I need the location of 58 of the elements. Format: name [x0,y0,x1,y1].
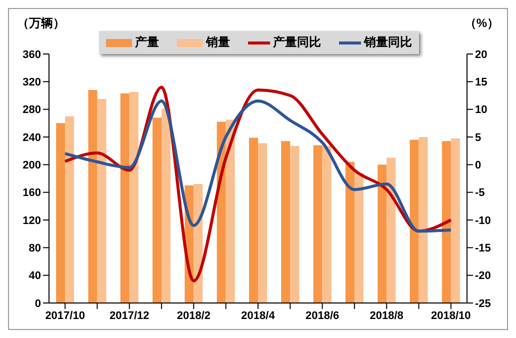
bar [354,172,364,303]
bar [290,146,300,303]
x-tick-label: 2017/12 [110,310,150,322]
y-tick-label: 120 [22,214,41,227]
bar [194,184,203,303]
legend-label: 销量同比 [362,34,412,51]
bar [450,138,460,303]
y-tick-label: 280 [22,104,41,116]
bar [418,137,428,303]
bar [322,146,332,303]
x-tick-label: 2018/10 [431,310,471,322]
y2-tick-label: 10 [475,104,488,116]
y-axis-title: （万辆） [17,15,65,32]
y2-tick-label: -15 [475,242,491,255]
x-tick-label: 2018/8 [370,310,404,322]
bar [386,158,396,303]
y-tick-label: 80 [28,242,41,255]
bar [345,162,354,303]
bar [248,138,258,303]
y-tick-label: 320 [22,76,41,89]
y2-tick-label: -5 [475,187,485,200]
y2-tick-label: -25 [475,298,491,310]
x-tick-label: 2018/6 [305,310,340,322]
bar [152,118,162,303]
bar [226,120,235,303]
bar [258,143,267,303]
legend-label: 销量 [204,34,230,51]
y2-tick-label: 0 [475,160,482,172]
y2-tick-label: 5 [475,132,482,144]
bar [378,164,387,303]
bar [65,116,74,303]
y-tick-label: 40 [28,270,41,282]
bar [442,141,451,303]
legend-label: 产量 [134,34,159,51]
y-tick-label: 360 [22,48,41,61]
x-tick-label: 2018/2 [176,310,211,322]
y-tick-label: 160 [22,187,41,200]
y2-axis-title: （%） [464,15,499,32]
y-tick-label: 0 [34,298,41,310]
bar [88,90,98,303]
x-tick-label: 2018/4 [241,310,276,322]
y2-tick-label: 15 [475,76,488,89]
line-series [64,100,452,233]
bar [162,108,171,303]
bar [56,123,66,303]
y2-tick-label: -10 [475,214,491,227]
bar [120,93,130,303]
bar [97,98,106,303]
y2-tick-label: 20 [475,48,488,61]
y-tick-label: 240 [22,132,41,144]
x-tick-label: 2017/10 [45,310,85,322]
legend-label: 产量同比 [272,34,321,51]
y-tick-label: 200 [22,160,41,172]
bar [281,141,290,303]
y2-tick-label: -20 [475,270,491,282]
bar [410,140,419,303]
bar [313,145,322,303]
bar [129,92,138,303]
